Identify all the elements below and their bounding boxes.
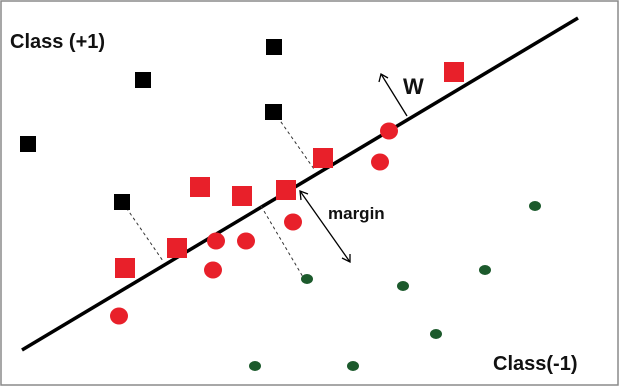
square-support-vector [190,177,210,197]
class-neg-point [397,281,409,291]
class-neg-point [249,361,261,371]
margin-arrow [299,190,351,264]
decision-boundary-line [21,16,579,352]
margin-label: margin [328,204,385,223]
class-pos-points [20,39,282,210]
weight-arrow-line [380,73,408,117]
class-neg-label: Class(-1) [493,353,577,375]
class-pos-point [266,39,282,55]
class-neg-point [479,265,491,275]
distance-line [273,111,315,170]
circle-support-vector [237,232,255,250]
circle-support-vector [110,307,128,325]
circle-support-vector [207,232,225,250]
square-support-vectors [115,62,464,278]
circle-support-vector [204,261,222,279]
class-pos-label: Class (+1) [10,31,105,53]
weight-arrow [378,73,408,117]
distance-line [122,202,164,262]
class-neg-points [249,201,541,371]
square-support-vector [444,62,464,82]
distance-line [260,205,304,278]
weight-label: W [403,74,424,99]
class-neg-point [301,274,313,284]
class-neg-point [529,201,541,211]
weight-arrow-head [378,73,389,83]
square-support-vector [276,180,296,200]
circle-support-vector [371,153,389,171]
square-support-vector [313,148,333,168]
class-pos-point [114,194,130,210]
margin-arrow-line [299,190,351,263]
circle-support-vectors [110,122,398,325]
class-pos-point [135,72,151,88]
circle-support-vector [284,213,302,231]
margin-arrow-head-bottom [341,254,351,264]
circle-support-vector [380,122,398,140]
class-pos-point [265,104,282,120]
square-support-vector [232,186,252,206]
class-pos-point [20,136,36,152]
class-neg-point [430,329,442,339]
square-support-vector [115,258,135,278]
margin-arrow-head-top [299,190,309,201]
square-support-vector [167,238,187,258]
class-neg-point [347,361,359,371]
distance-lines [122,111,315,278]
